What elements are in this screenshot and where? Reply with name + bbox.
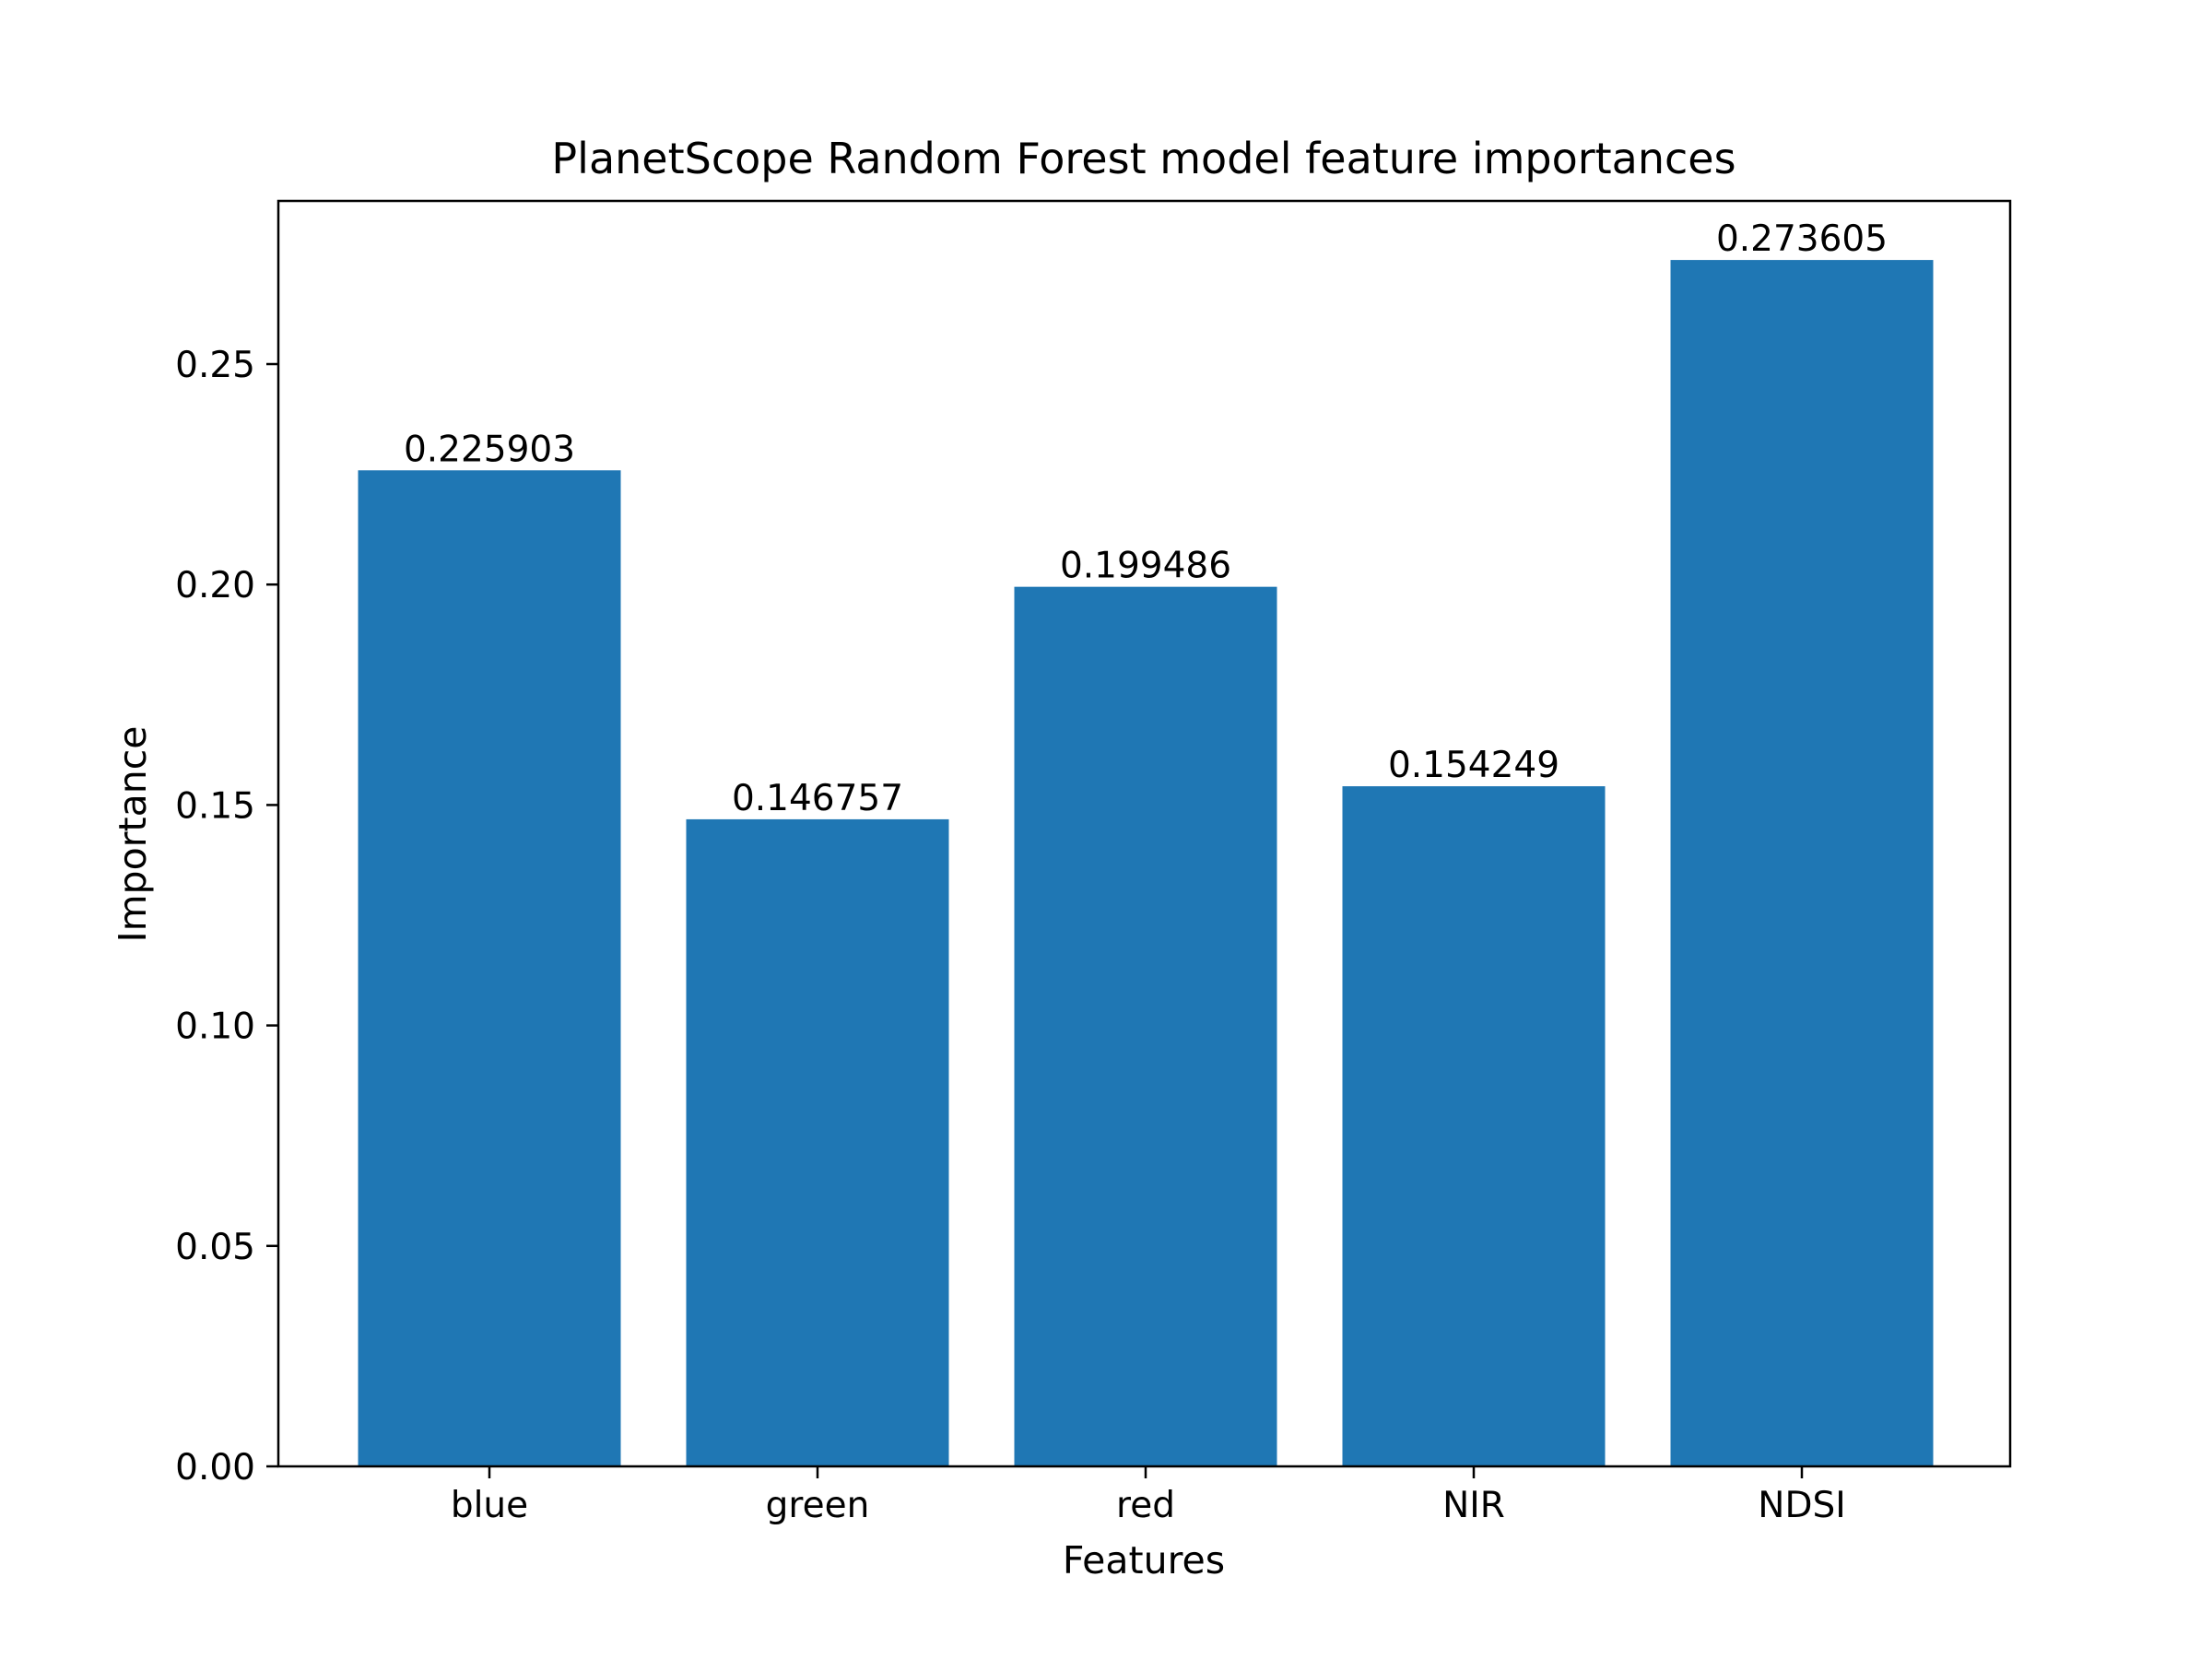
bar-nir (1342, 786, 1606, 1466)
x-tick-label-nir: NIR (1442, 1485, 1505, 1526)
data-label-red: 0.199486 (1060, 546, 1231, 587)
x-tick-label-red: red (1116, 1485, 1175, 1526)
bar-blue (358, 470, 621, 1466)
y-tick-label-1: 0.05 (175, 1227, 255, 1268)
data-label-ndsi: 0.273605 (1716, 218, 1888, 260)
x-tick-label-blue: blue (451, 1485, 528, 1526)
bar-green (686, 818, 949, 1466)
data-label-nir: 0.154249 (1388, 745, 1559, 786)
data-label-green: 0.146757 (732, 778, 903, 819)
y-tick-label-2: 0.10 (175, 1006, 255, 1048)
y-tick-label-5: 0.25 (175, 345, 255, 386)
y-tick-label-4: 0.20 (175, 565, 255, 606)
x-axis: blue green red NIR NDSI (451, 1466, 1846, 1526)
bar-ndsi (1670, 260, 1934, 1466)
x-tick-label-ndsi: NDSI (1758, 1485, 1845, 1526)
y-tick-label-3: 0.15 (175, 785, 255, 827)
x-tick-label-green: green (766, 1485, 870, 1526)
plot-frame (276, 199, 2012, 1468)
y-axis: 0.00 0.05 0.10 0.15 0.20 0.25 (175, 345, 278, 1488)
data-label-blue: 0.225903 (404, 429, 575, 470)
y-axis-title: Importance (111, 726, 155, 943)
data-labels-group: 0.225903 0.146757 0.199486 0.154249 0.273605 (404, 218, 1888, 819)
chart-title: PlanetScope Random Forest model feature … (551, 134, 1735, 183)
bar-red (1014, 586, 1277, 1466)
y-tick-label-0: 0.00 (175, 1447, 255, 1488)
x-axis-title: Features (1063, 1538, 1225, 1583)
bars-group (358, 260, 1934, 1466)
